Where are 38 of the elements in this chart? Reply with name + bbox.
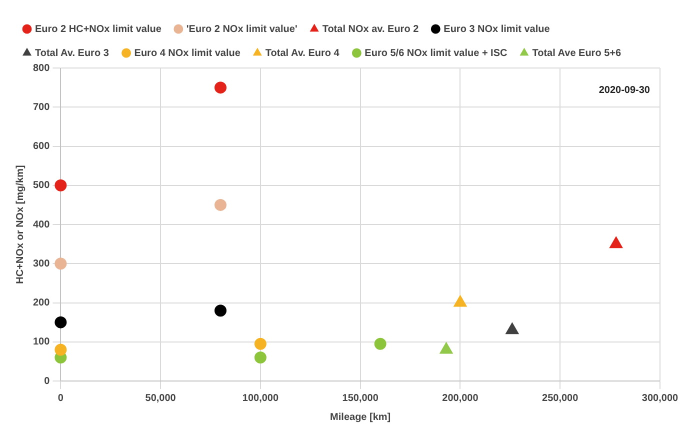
legend-label: Euro 5/6 NOx limit value + ISC	[364, 48, 508, 59]
y-tick-label: 700	[32, 102, 50, 113]
y-tick-label: 600	[32, 141, 50, 152]
y-tick-label: 300	[32, 258, 50, 270]
legend-label: Total Av. Euro 4	[265, 48, 340, 59]
point	[214, 198, 226, 211]
point	[374, 338, 386, 350]
x-tick-label: 250,000	[542, 392, 579, 404]
y-axis-title: HC+NOx or NOx [mg/km]	[14, 165, 26, 284]
point	[214, 82, 226, 94]
legend-label: Euro 3 NOx limit value	[444, 24, 550, 35]
x-axis-title: Mileage [km]	[330, 412, 391, 423]
x-tick-label: 0	[58, 392, 64, 404]
annotation: 2020-09-30	[598, 84, 650, 96]
y-tick-label: 0	[44, 376, 50, 387]
legend-label: Euro 4 NOx limit value	[134, 48, 241, 59]
y-tick-label: 100	[32, 336, 50, 348]
legend-label: Total NOx av. Euro 2	[322, 24, 420, 35]
y-tick-label: 800	[32, 62, 50, 74]
x-tick-label: 50,000	[145, 392, 176, 404]
point	[54, 344, 67, 356]
legend-label: 'Euro 2 NOx limit value'	[186, 24, 298, 35]
x-tick-label: 100,000	[242, 392, 279, 404]
point	[54, 179, 67, 192]
x-tick-label: 300,000	[642, 392, 679, 404]
x-tick-label: 200,000	[442, 392, 479, 404]
x-tick-label: 150,000	[342, 392, 379, 404]
point	[214, 304, 226, 317]
point	[254, 352, 266, 364]
point	[54, 316, 67, 328]
y-tick-label: 200	[32, 298, 50, 308]
y-tick-label: 500	[32, 180, 50, 192]
legend-label: Total Ave Euro 5+6	[532, 48, 622, 59]
y-tick-label: 400	[32, 219, 50, 230]
point	[54, 258, 67, 270]
legend-label: Euro 2 HC+NOx limit value	[35, 24, 162, 35]
legend-label: Total Av. Euro 3	[35, 48, 110, 59]
point	[254, 338, 266, 350]
